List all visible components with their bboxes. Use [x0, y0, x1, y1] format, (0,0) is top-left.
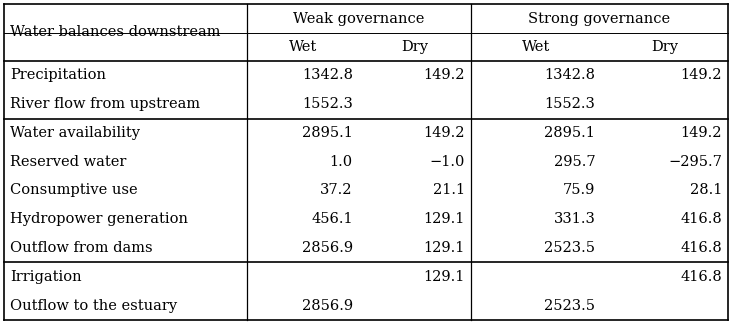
Text: 295.7: 295.7: [553, 155, 595, 169]
Text: 416.8: 416.8: [680, 241, 722, 255]
Text: 129.1: 129.1: [424, 212, 465, 226]
Text: Wet: Wet: [522, 40, 550, 54]
Text: 456.1: 456.1: [311, 212, 353, 226]
Text: Irrigation: Irrigation: [10, 270, 82, 284]
Text: 1552.3: 1552.3: [545, 97, 595, 111]
Text: 129.1: 129.1: [424, 270, 465, 284]
Text: Outflow to the estuary: Outflow to the estuary: [10, 299, 177, 313]
Text: Reserved water: Reserved water: [10, 155, 127, 169]
Text: Hydropower generation: Hydropower generation: [10, 212, 188, 226]
Text: 416.8: 416.8: [680, 270, 722, 284]
Text: 28.1: 28.1: [690, 183, 722, 198]
Text: Consumptive use: Consumptive use: [10, 183, 138, 198]
Text: 2895.1: 2895.1: [302, 126, 353, 140]
Text: River flow from upstream: River flow from upstream: [10, 97, 200, 111]
Text: 37.2: 37.2: [321, 183, 353, 198]
Text: 2895.1: 2895.1: [545, 126, 595, 140]
Text: 21.1: 21.1: [433, 183, 465, 198]
Text: Water availability: Water availability: [10, 126, 140, 140]
Text: Water balances downstream: Water balances downstream: [10, 26, 220, 40]
Text: 149.2: 149.2: [424, 126, 465, 140]
Text: 2856.9: 2856.9: [302, 299, 353, 313]
Text: 129.1: 129.1: [424, 241, 465, 255]
Text: Weak governance: Weak governance: [293, 11, 425, 26]
Text: 416.8: 416.8: [680, 212, 722, 226]
Text: 149.2: 149.2: [424, 68, 465, 82]
Text: 331.3: 331.3: [553, 212, 595, 226]
Text: Dry: Dry: [651, 40, 678, 54]
Text: 2856.9: 2856.9: [302, 241, 353, 255]
Text: Dry: Dry: [401, 40, 428, 54]
Text: Precipitation: Precipitation: [10, 68, 106, 82]
Text: 2523.5: 2523.5: [545, 299, 595, 313]
Text: 1342.8: 1342.8: [302, 68, 353, 82]
Text: −1.0: −1.0: [430, 155, 465, 169]
Text: Wet: Wet: [288, 40, 317, 54]
Text: 1552.3: 1552.3: [302, 97, 353, 111]
Text: Outflow from dams: Outflow from dams: [10, 241, 153, 255]
Text: Strong governance: Strong governance: [529, 11, 671, 26]
Text: 149.2: 149.2: [681, 68, 722, 82]
Text: 1.0: 1.0: [329, 155, 353, 169]
Text: 1342.8: 1342.8: [545, 68, 595, 82]
Text: 2523.5: 2523.5: [545, 241, 595, 255]
Text: 149.2: 149.2: [681, 126, 722, 140]
Text: −295.7: −295.7: [668, 155, 722, 169]
Text: 75.9: 75.9: [563, 183, 595, 198]
